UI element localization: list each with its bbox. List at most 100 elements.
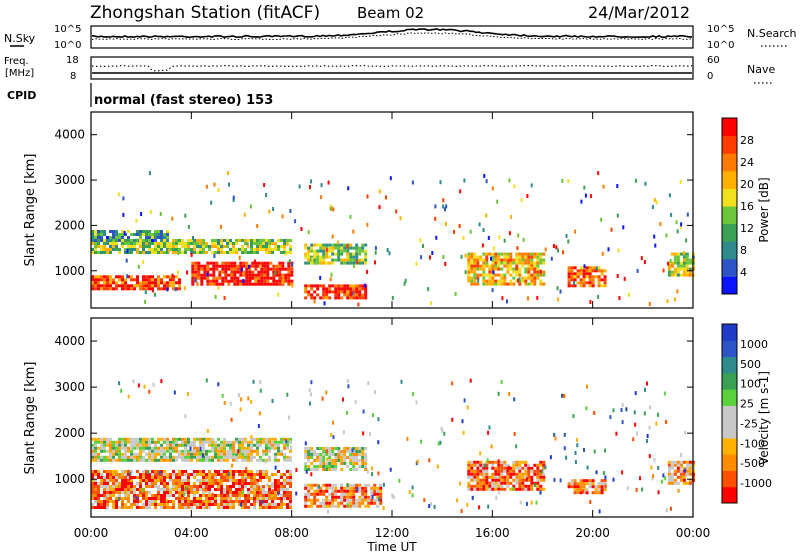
echo-region (467, 252, 546, 286)
colorbar-swatch (722, 437, 737, 455)
colorbar-tick-label: 24 (740, 156, 754, 169)
x-axis: 00:00 04:00 08:00 12:00 16:00 20:00 00:00 (74, 112, 711, 540)
freq-tick-top: 18 (66, 55, 79, 66)
velocity-panel-echoes (91, 378, 695, 514)
power-panel-echoes (91, 171, 695, 307)
colorbar-swatch (722, 258, 737, 277)
colorbar-swatch (722, 223, 737, 242)
colorbar-swatch (722, 206, 737, 225)
y-tick-label: 3000 (54, 380, 85, 394)
noise-right-tick-bottom: 10^0 (707, 40, 734, 51)
velocity-panel-colorbar: 1000 500 100 25 -25 -100 -500 -1000 (721, 323, 772, 504)
nave-tick-top: 60 (707, 55, 720, 66)
power-panel: 1000 2000 3000 4000 Slant Range [km] 4 8 12 16… (23, 111, 771, 309)
noise-left-tick-top: 10^5 (54, 24, 81, 35)
colorbar-swatch (722, 421, 737, 439)
scatter-echoes (117, 378, 688, 514)
station-title: Zhongshan Station (fitACF) (90, 3, 320, 23)
colorbar-swatch (722, 470, 737, 488)
echo-region (304, 243, 368, 265)
echo-region (91, 275, 181, 291)
velocity-colorbar-label: Velocity [m s-1] (757, 371, 771, 465)
x-tick-label: 20:00 (575, 526, 610, 540)
echo-region (304, 284, 368, 300)
colorbar-swatch (722, 340, 737, 358)
colorbar-tick-label: 20 (740, 178, 754, 191)
colorbar-swatch (722, 486, 737, 504)
y-tick-label: 2000 (54, 426, 85, 440)
nave-label: Nave (747, 63, 775, 76)
cpid-panel: CPID normal (fast stereo) 153 (7, 83, 273, 108)
echo-region (304, 447, 368, 471)
x-tick-label: 04:00 (174, 526, 209, 540)
x-tick-label: 16:00 (475, 526, 510, 540)
echo-region (91, 230, 169, 242)
y-tick-label: 1000 (54, 472, 85, 486)
y-tick-label: 4000 (54, 334, 85, 348)
x-tick-label: 08:00 (274, 526, 309, 540)
x-tick-label: 12:00 (375, 526, 410, 540)
noise-right-tick-top: 10^5 (707, 24, 734, 35)
x-axis-label: Time UT (366, 540, 417, 554)
colorbar-tick-label: 16 (740, 200, 754, 213)
colorbar-tick-label: -25 (740, 417, 758, 430)
noise-panel-frame (90, 25, 694, 49)
echo-region (91, 470, 292, 509)
echo-region (91, 437, 292, 462)
date-label: 24/Mar/2012 (588, 3, 690, 22)
colorbar-tick-label: 12 (740, 222, 754, 235)
colorbar-tick-label: -100 (740, 437, 765, 450)
colorbar-swatch (722, 153, 737, 172)
colorbar-swatch (722, 241, 737, 260)
colorbar-swatch (722, 135, 737, 154)
x-tick-label: 00:00 (74, 526, 109, 540)
echo-region (467, 460, 546, 491)
nave-trace (91, 65, 693, 72)
colorbar-tick-label: -500 (740, 457, 765, 470)
y-tick-label: 1000 (54, 264, 85, 278)
echo-region (667, 252, 695, 277)
cpid-text: normal (fast stereo) 153 (94, 93, 273, 108)
power-panel-colorbar: 4 8 12 16 20 24 28 (721, 117, 754, 295)
echo-region (567, 479, 607, 495)
colorbar-swatch (722, 454, 737, 471)
colorbar-swatch (722, 324, 737, 341)
colorbar-swatch (722, 170, 737, 189)
velocity-panel: 1000 2000 3000 4000 Slant Range [km] 1000 50… (23, 317, 772, 518)
colorbar-frame (721, 323, 738, 504)
x-tick-label: 00:00 (676, 526, 711, 540)
noise-left-label: N.Sky (4, 32, 36, 45)
colorbar-swatch (722, 188, 737, 207)
colorbar-swatch (722, 118, 737, 137)
colorbar-tick-label: 1000 (740, 338, 768, 351)
noise-panel: N.Sky 10^5 10^0 10^5 10^0 N.Search (4, 24, 797, 51)
freq-panel: Freq. [MHz] 18 8 60 0 Nave (4, 55, 775, 84)
freq-label-1: Freq. (4, 56, 29, 67)
freq-tick-bottom: 8 (70, 71, 76, 82)
colorbar-frame (721, 117, 738, 295)
echo-region (91, 239, 292, 254)
colorbar-tick-label: 28 (740, 134, 754, 147)
colorbar-swatch (722, 372, 737, 390)
power-y-axis-label: Slant Range [km] (23, 154, 38, 267)
y-tick-label: 2000 (54, 218, 85, 232)
colorbar-tick-label: 500 (740, 358, 761, 371)
y-tick-label: 3000 (54, 173, 85, 187)
colorbar-swatch (722, 356, 737, 374)
colorbar-tick-label: 25 (740, 398, 754, 411)
noise-right-label: N.Search (747, 27, 797, 40)
echo-region (667, 460, 695, 485)
echo-region (304, 483, 383, 508)
freq-panel-frame (90, 56, 694, 80)
cpid-label: CPID (7, 89, 36, 102)
freq-label-2: [MHz] (5, 68, 34, 79)
colorbar-tick-label: -1000 (740, 477, 772, 490)
echo-region (567, 266, 607, 288)
velocity-y-axis-label: Slant Range [km] (23, 362, 38, 475)
nave-tick-bottom: 0 (707, 71, 713, 82)
y-tick-label: 4000 (54, 128, 85, 142)
colorbar-swatch (722, 405, 737, 423)
colorbar-swatch (722, 276, 737, 295)
colorbar-tick-label: 100 (740, 378, 761, 391)
